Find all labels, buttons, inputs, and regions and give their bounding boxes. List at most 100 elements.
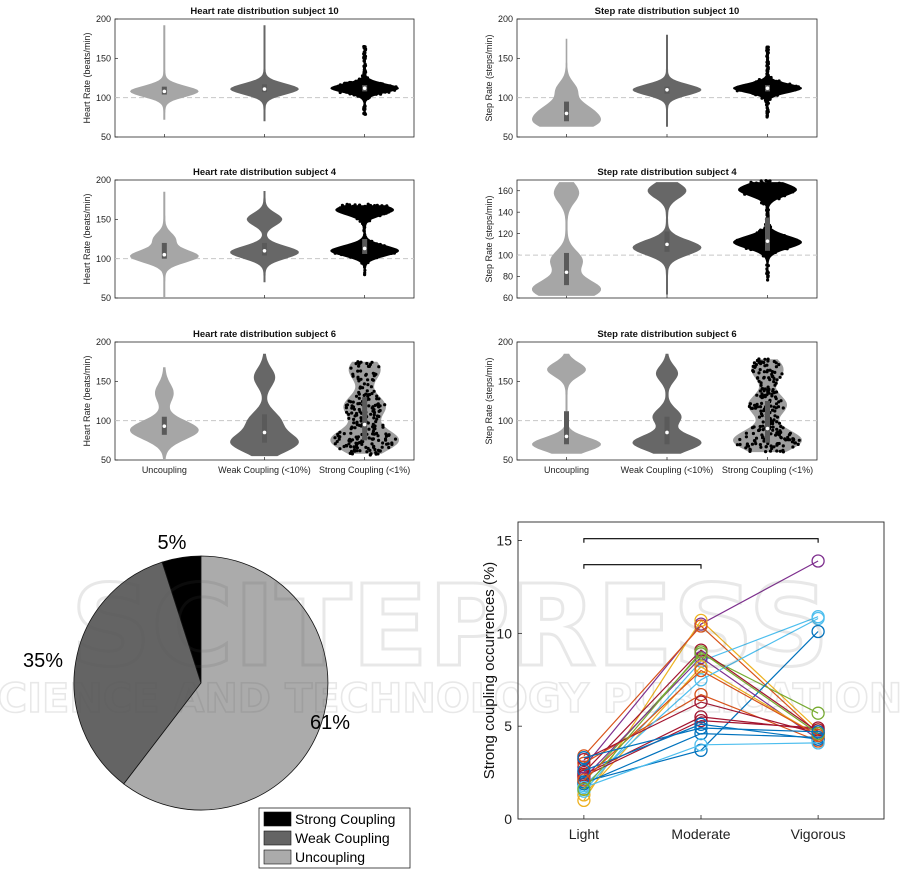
data-point — [369, 412, 373, 416]
series-line — [583, 560, 819, 768]
data-point — [790, 440, 795, 444]
data-point — [352, 93, 356, 97]
data-point — [355, 437, 359, 441]
data-point — [760, 96, 764, 100]
data-point — [372, 82, 376, 86]
data-point — [765, 95, 770, 100]
data-point — [357, 249, 361, 253]
series-marker — [694, 721, 708, 735]
data-point — [766, 390, 770, 394]
data-point — [363, 64, 367, 68]
data-point — [351, 400, 355, 404]
series-marker — [694, 710, 708, 724]
data-point — [761, 424, 765, 428]
series-marker — [694, 619, 708, 633]
series-marker — [811, 624, 825, 639]
data-point — [366, 378, 370, 382]
median-marker — [262, 87, 267, 91]
data-point — [353, 449, 357, 453]
y-tick-label: 100 — [498, 250, 513, 260]
data-point — [356, 216, 360, 221]
data-point — [366, 383, 370, 387]
data-point — [769, 432, 773, 436]
data-point — [772, 184, 776, 188]
violin-shape — [230, 353, 299, 457]
data-point — [757, 371, 761, 375]
data-point — [760, 387, 764, 391]
data-point — [380, 204, 384, 208]
series-line — [583, 742, 819, 788]
data-point — [381, 207, 385, 211]
data-point — [373, 254, 377, 258]
data-point — [354, 244, 358, 248]
data-point — [738, 442, 742, 447]
data-point — [363, 213, 367, 217]
series-line — [583, 617, 819, 787]
data-point — [754, 181, 759, 185]
data-point — [787, 187, 791, 191]
y-tick-label: 50 — [101, 132, 111, 142]
data-point — [775, 443, 779, 447]
data-point — [766, 275, 770, 279]
data-point — [363, 234, 367, 238]
data-point — [779, 84, 783, 88]
data-point — [347, 399, 351, 403]
data-point — [378, 214, 382, 218]
x-tick-label: Uncoupling — [142, 465, 187, 475]
data-point — [788, 82, 792, 86]
data-point — [349, 255, 353, 259]
data-point — [745, 443, 749, 447]
data-point — [744, 431, 749, 435]
data-point — [343, 252, 347, 256]
data-point — [763, 395, 767, 399]
data-point — [360, 261, 364, 265]
data-point — [379, 251, 383, 255]
data-point — [772, 93, 776, 97]
data-point — [369, 452, 373, 456]
data-point — [338, 430, 342, 434]
data-point — [762, 439, 766, 443]
data-point — [765, 60, 769, 64]
data-point — [383, 437, 388, 441]
data-point — [752, 183, 756, 187]
data-point — [743, 192, 747, 196]
iqr-box — [161, 242, 167, 259]
y-axis-label: Step Rate (steps/min) — [484, 34, 494, 121]
y-tick-label: 50 — [503, 132, 513, 142]
data-point — [372, 389, 376, 393]
data-point — [342, 82, 346, 86]
data-point — [782, 234, 787, 238]
y-tick-label: 150 — [498, 54, 513, 64]
data-point — [369, 249, 373, 253]
data-point — [375, 394, 379, 398]
data-point — [347, 243, 352, 247]
pie-slice-label: 35% — [23, 650, 63, 672]
data-point — [362, 56, 366, 60]
iqr-box — [362, 397, 368, 441]
violin-shape — [230, 25, 299, 122]
data-point — [752, 439, 757, 443]
violin-shape — [632, 34, 702, 127]
series-marker — [694, 663, 708, 678]
data-point — [761, 428, 765, 432]
data-point — [349, 366, 353, 370]
panel-title: Heart rate distribution subject 6 — [193, 329, 336, 340]
data-point — [387, 251, 391, 255]
y-tick-label: 50 — [503, 455, 513, 465]
data-point — [764, 185, 769, 190]
data-point — [750, 241, 754, 245]
data-point — [372, 410, 377, 415]
data-point — [375, 397, 379, 401]
series-line — [583, 625, 819, 757]
y-tick-label: 60 — [503, 293, 513, 303]
data-point — [771, 248, 776, 252]
series-marker — [811, 725, 825, 739]
data-point — [348, 83, 352, 87]
data-point — [361, 386, 365, 390]
median-marker — [665, 88, 669, 92]
data-point — [362, 71, 367, 75]
data-point — [749, 180, 753, 184]
data-point — [742, 186, 746, 190]
data-point — [349, 445, 353, 449]
data-point — [367, 216, 371, 221]
